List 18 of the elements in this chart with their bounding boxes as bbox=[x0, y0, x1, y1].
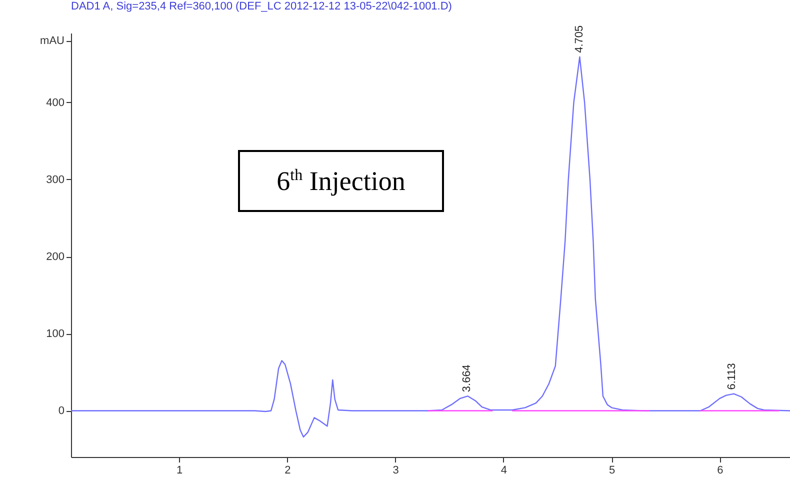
x-tick-label: 4 bbox=[500, 464, 508, 476]
y-tick-label: 200 bbox=[46, 251, 64, 264]
annotation: 6$^{th}$ Injection bbox=[276, 166, 406, 196]
x-tick-label: 3 bbox=[392, 464, 399, 476]
chart-title: DAD1 A, Sig=235,4 Ref=360,100 (DEF_LC 2012-12-12 13-05-22\042-1001.D) bbox=[71, 0, 452, 12]
x-tick-label: 5 bbox=[609, 464, 616, 476]
annotation: 6.113 bbox=[726, 363, 738, 390]
line-series bbox=[70, 56, 790, 438]
y-tick-label: 300 bbox=[46, 174, 64, 186]
x-tick-label: 2 bbox=[284, 464, 291, 476]
y-tick-label: mAU bbox=[40, 35, 65, 48]
y-tick-label: 100 bbox=[46, 328, 64, 340]
x-tick-label: 1 bbox=[176, 464, 183, 476]
y-tick-label: 400 bbox=[46, 96, 64, 109]
x-tick-label: 6 bbox=[717, 464, 724, 476]
y-tick-label: 0 bbox=[58, 405, 64, 418]
annotation: 3.664 bbox=[461, 364, 474, 392]
annotation: 4.705 bbox=[574, 25, 586, 53]
